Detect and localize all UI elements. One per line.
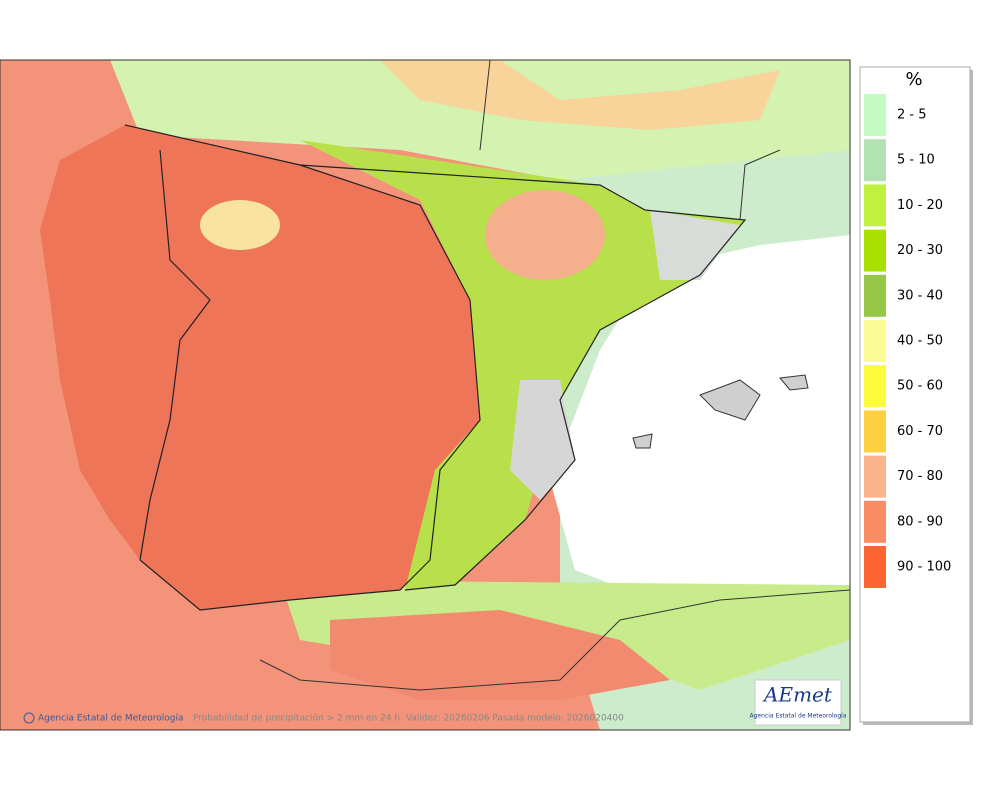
legend-swatch [864,139,886,182]
logo-box [754,679,842,726]
legend-label: 30 - 40 [897,288,943,303]
border [124,124,481,611]
catalonia-relief [650,210,740,280]
map: Agencia Estatal de Meteorología Probabil… [0,59,851,731]
legend-swatch [864,229,886,272]
legend-label: 40 - 50 [897,334,943,349]
map-frame [0,59,851,731]
valencia-relief [510,380,575,500]
legend-label: 70 - 80 [897,469,943,484]
legend-label: 5 - 10 [897,153,935,168]
legend-swatch [864,184,886,227]
legend-swatch [864,94,886,136]
legend-label: 10 - 20 [897,198,943,213]
legend-title: % [905,69,922,90]
sea [550,235,850,600]
caption: Probabilidad de precipitación > 2 mm en … [193,713,624,724]
mallorca [699,379,761,421]
menorca [779,374,809,391]
legend-swatch [864,365,886,408]
legend-swatch [864,500,886,543]
legend-label: 80 - 90 [897,514,943,529]
legend-label: 60 - 70 [897,424,943,439]
logo-name: AEmet [762,683,833,707]
legend-label: 90 - 100 [897,560,951,575]
africa-coast [259,589,851,691]
northeast-green [300,140,745,590]
legend-label: 50 - 60 [897,379,943,394]
france-border [479,59,781,221]
portugal-border [139,149,211,561]
legend-swatch [864,320,886,362]
north-band [110,60,850,180]
legend-swatch [864,274,886,317]
legend-label: 20 - 30 [897,243,943,258]
north-yellow [380,60,780,130]
legend-swatch [864,410,886,453]
logo-subtitle: Agencia Estatal de Meteorología [750,713,847,720]
coastline [299,164,747,591]
ibiza [632,433,653,449]
spain-interior [40,125,480,610]
legend-swatch [864,546,886,588]
duero-blob [200,200,280,250]
legend-swatch [864,455,886,498]
ebro-blob [485,190,605,280]
copyright-icon [23,712,35,724]
credit: Agencia Estatal de Meteorología [38,714,184,724]
africa-red [330,610,670,700]
legend-label: 2 - 5 [897,108,927,123]
legend: % 2 - 5 5 - 10 10 - 20 20 - 30 30 - 40 40 - 5… [859,66,973,725]
